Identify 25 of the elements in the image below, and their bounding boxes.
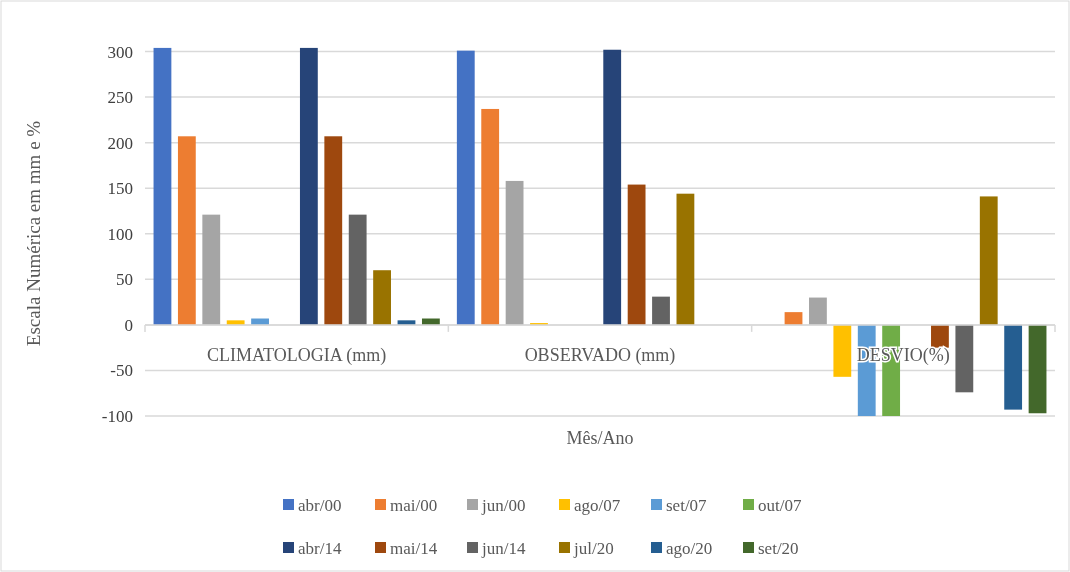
- legend-label: ago/07: [574, 495, 621, 515]
- y-tick-label: 0: [124, 315, 133, 335]
- legend-label: mai/14: [390, 538, 438, 558]
- legend-label: abr/14: [298, 538, 342, 558]
- y-tick-label: -100: [101, 406, 133, 426]
- legend-label: set/20: [758, 538, 799, 558]
- legend-label: set/07: [666, 495, 708, 515]
- legend-label: mai/00: [390, 495, 438, 515]
- y-tick-label: 50: [116, 270, 133, 290]
- legend-label: jul/20: [573, 538, 614, 558]
- x-tick-label: CLIMATOLOGIA (mm): [207, 344, 387, 366]
- y-axis-title: Escala Numérica em mm e %: [23, 120, 44, 347]
- legend-label: jun/00: [481, 495, 526, 515]
- legend-label: jun/14: [481, 538, 526, 558]
- y-tick-label: 250: [107, 88, 133, 108]
- y-tick-label: 100: [107, 224, 133, 244]
- x-axis-title: Mês/Ano: [566, 428, 634, 448]
- y-tick-label: 300: [107, 42, 133, 62]
- y-tick-label: 150: [107, 179, 133, 199]
- legend-label: ago/20: [666, 538, 713, 558]
- legend-label: abr/00: [298, 495, 342, 515]
- legend-label: out/07: [758, 495, 802, 515]
- y-tick-label: 200: [107, 133, 133, 153]
- x-tick-label: OBSERVADO (mm): [524, 344, 676, 366]
- y-tick-label: -50: [110, 361, 133, 381]
